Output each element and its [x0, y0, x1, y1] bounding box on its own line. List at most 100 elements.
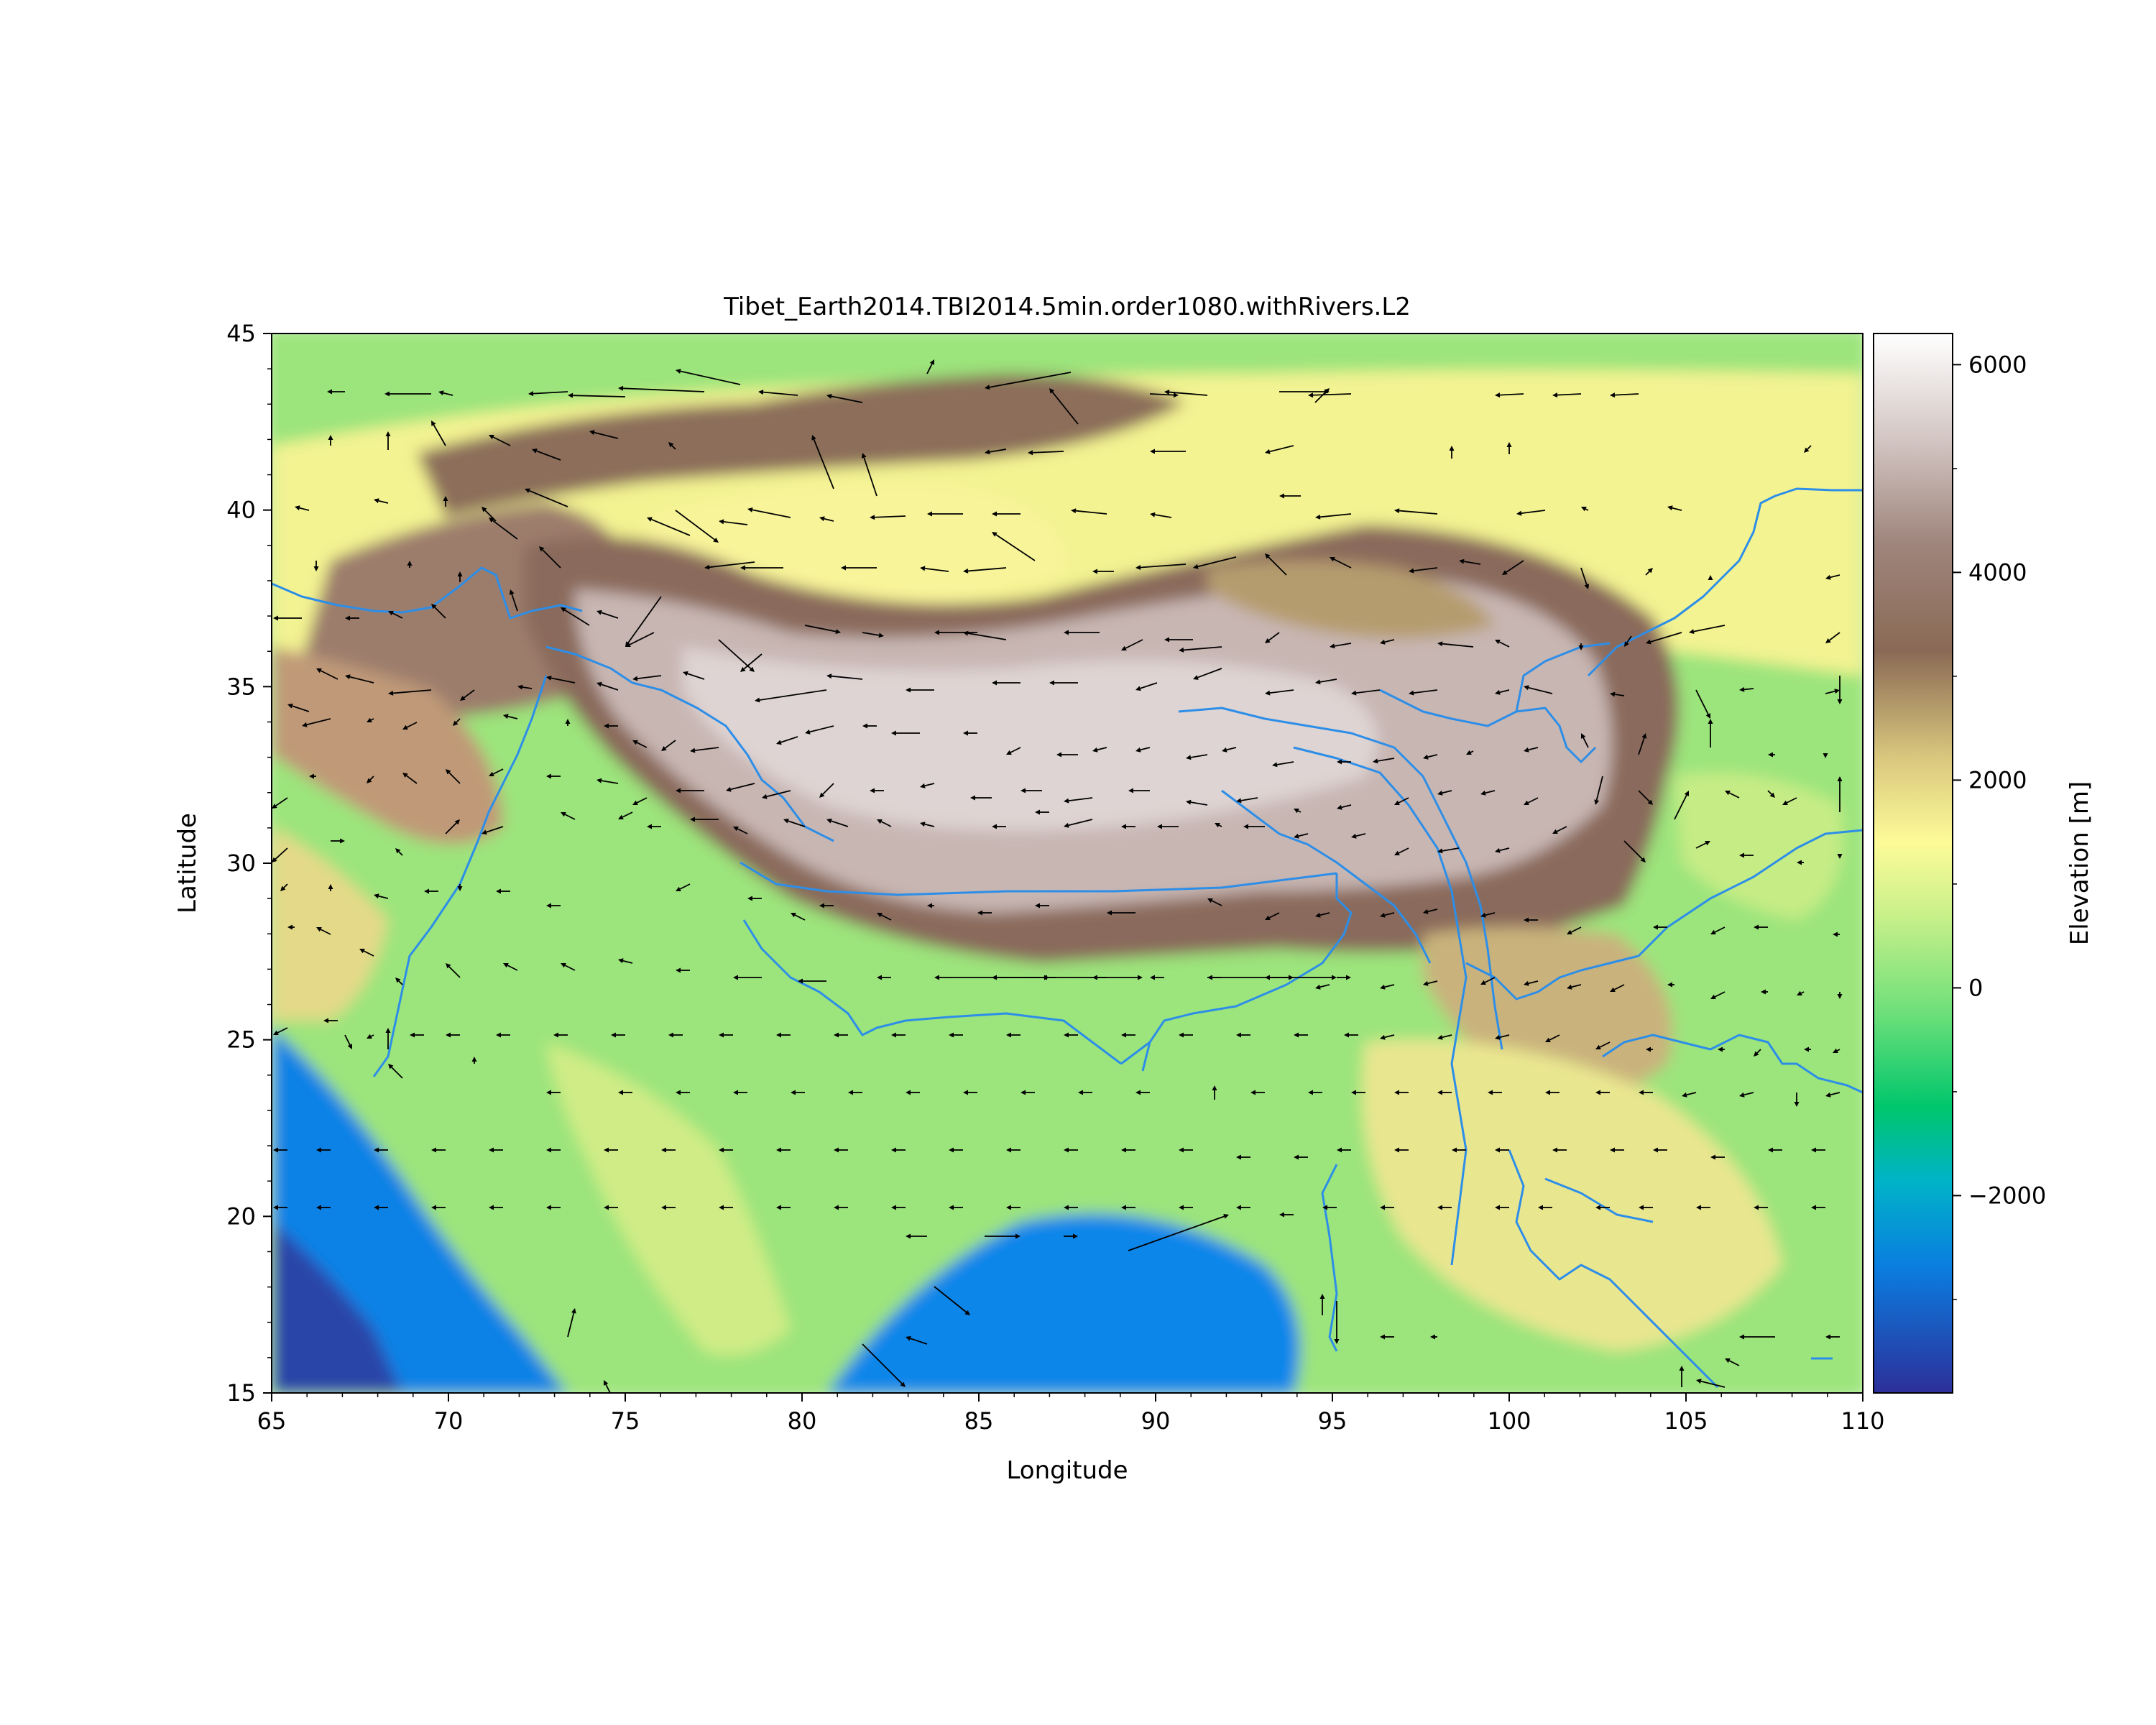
wind-vector-arrow [690, 747, 719, 753]
wind-vector-arrow [1179, 1147, 1193, 1153]
arrow-head [1552, 829, 1558, 834]
arrow-head [1466, 750, 1472, 755]
arrow-head [1380, 1034, 1386, 1040]
arrow-head [877, 913, 883, 918]
arrow-shaft [1169, 391, 1208, 396]
arrow-head [1380, 984, 1386, 990]
wind-vector-arrow [316, 1147, 331, 1153]
wind-vector-arrow [1236, 1032, 1250, 1038]
arrow-head [676, 967, 681, 973]
wind-vector-arrow [1718, 1046, 1725, 1052]
arrow-head [848, 1090, 853, 1095]
arrow-head [1739, 1334, 1744, 1340]
arrow-shaft [1728, 792, 1740, 799]
wind-vector-arrow [811, 435, 834, 489]
wind-vector-arrow [834, 1032, 848, 1038]
wind-vector-arrow [1524, 747, 1539, 753]
arrow-shaft [1384, 984, 1395, 988]
arrow-head [1207, 898, 1213, 903]
arrow-shaft [995, 534, 1036, 561]
wind-vector-arrow [1581, 507, 1589, 512]
arrow-head [861, 453, 867, 459]
arrow-shaft [1341, 804, 1352, 809]
arrow-head [704, 564, 710, 570]
wind-vector-arrow [1394, 1090, 1409, 1095]
wind-vector-arrow [1695, 689, 1710, 719]
arrow-head [1837, 994, 1843, 999]
arrow-head [963, 1090, 968, 1095]
arrow-head [776, 1205, 781, 1210]
arrow-head [1639, 1205, 1644, 1210]
arrow-shaft [804, 625, 837, 632]
arrow-head [1330, 557, 1335, 562]
arrow-head [934, 975, 939, 980]
arrow-head [273, 1030, 279, 1035]
wind-vector-arrow [1837, 992, 1843, 999]
arrow-head [1761, 989, 1766, 995]
arrow-head [272, 804, 277, 809]
wind-vector-arrow [891, 1205, 906, 1210]
arrow-head [1725, 1358, 1731, 1363]
wind-vector-arrow [1452, 1147, 1466, 1153]
wind-vector-arrow [1423, 980, 1438, 986]
wind-vector-arrow [1308, 1090, 1322, 1095]
y-tick-label: 20 [226, 1202, 256, 1230]
arrow-shaft [1557, 393, 1582, 396]
wind-vector-arrow [906, 1233, 927, 1239]
wind-vector-arrow [1825, 1334, 1840, 1340]
arrow-shaft [831, 395, 863, 403]
wind-vector-arrow [791, 913, 806, 921]
river-line [1293, 746, 1468, 1266]
arrow-shaft [406, 722, 418, 728]
arrow-shaft [434, 607, 446, 619]
wind-vector-arrow [328, 884, 333, 891]
arrow-head [1495, 640, 1501, 645]
arrow-head [1452, 1147, 1457, 1153]
arrow-shaft [492, 520, 518, 540]
arrow-shaft [542, 549, 561, 569]
wind-vector-arrow [1502, 560, 1524, 575]
wind-vector-arrow [1337, 1147, 1351, 1153]
arrow-shaft [1528, 980, 1539, 985]
arrow-shaft [1427, 754, 1438, 758]
wind-vector-arrow [1495, 847, 1510, 853]
arrow-head [811, 435, 816, 441]
arrow-head [1708, 719, 1713, 724]
arrow-head [1107, 910, 1112, 916]
arrow-shaft [572, 395, 626, 397]
wind-vector-arrow [1049, 388, 1079, 425]
wind-vector-arrow [1186, 799, 1208, 806]
wind-vector-arrow [565, 719, 571, 726]
arrow-shaft [924, 783, 935, 787]
wind-vector-arrow [273, 1205, 287, 1210]
arrow-shaft [809, 725, 834, 733]
wind-vector-arrow [374, 893, 389, 899]
arrow-head [690, 748, 696, 753]
arrow-head [1437, 790, 1443, 796]
arrow-shaft [1595, 776, 1603, 801]
arrow-head [596, 681, 602, 687]
arrow-head [1064, 1205, 1069, 1210]
arrow-shaft [283, 883, 288, 888]
arrow-head [891, 730, 896, 736]
arrow-head [1073, 1233, 1078, 1239]
arrow-head [733, 975, 738, 980]
wind-vector-arrow [1279, 493, 1301, 499]
wind-vector-arrow [1380, 1034, 1395, 1040]
wind-vector-arrow [1646, 1046, 1653, 1052]
arrow-head [410, 1032, 415, 1038]
arrow-head [272, 857, 277, 862]
wind-vector-arrow [438, 390, 453, 396]
wind-vector-arrow [1797, 990, 1805, 995]
wind-vector-arrow [1437, 1090, 1452, 1095]
wind-vector-arrow [367, 1034, 374, 1039]
wind-vector-arrow [568, 392, 626, 398]
arrow-head [733, 827, 739, 832]
arrow-head [1330, 643, 1335, 649]
arrow-shaft [1695, 689, 1709, 715]
river-line [1141, 873, 1353, 1072]
arrow-shaft [1297, 810, 1302, 813]
arrow-shaft [1268, 912, 1280, 919]
wind-vector-arrow [546, 773, 561, 779]
wind-vector-arrow [1092, 747, 1107, 753]
